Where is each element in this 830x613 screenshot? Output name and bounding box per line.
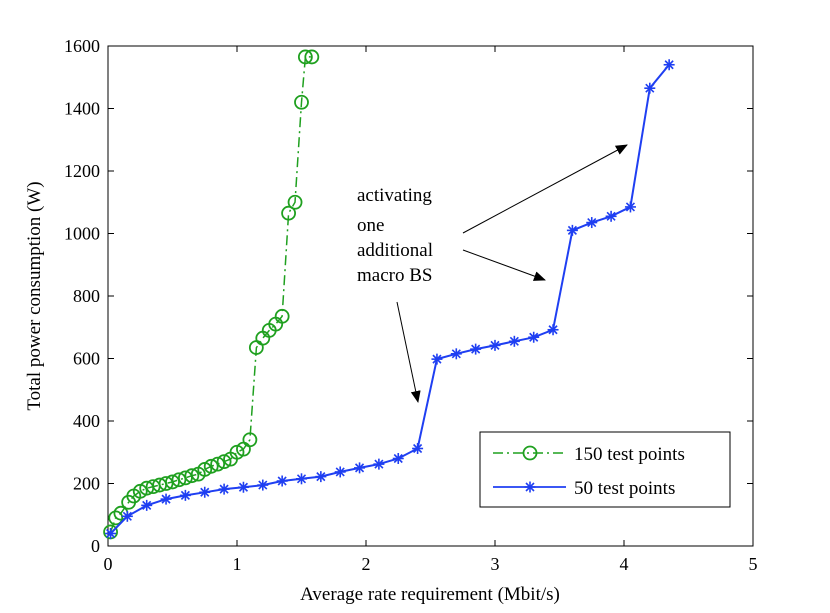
legend-label-50: 50 test points — [574, 478, 675, 499]
data-point — [489, 339, 501, 351]
legend-box — [479, 431, 731, 508]
data-point — [210, 456, 226, 472]
data-point — [237, 481, 249, 493]
x-tick-label: 3 — [491, 554, 500, 574]
data-point — [218, 483, 230, 495]
series-green — [103, 49, 320, 540]
data-point — [663, 59, 675, 71]
data-point — [605, 210, 617, 222]
data-point — [216, 454, 232, 470]
annotation-line-3: additional — [357, 240, 433, 261]
data-point — [281, 205, 297, 221]
legend-marker-150 — [522, 445, 538, 461]
legend-star-shape — [524, 481, 536, 493]
data-point — [297, 49, 313, 65]
data-point — [508, 335, 520, 347]
annotation-line-1: activating — [357, 185, 432, 206]
data-point — [644, 82, 656, 94]
x-tick-label: 0 — [104, 554, 113, 574]
data-point — [165, 474, 180, 490]
annotation-arrow-lower — [396, 301, 421, 403]
data-point — [354, 462, 366, 474]
data-point — [276, 475, 288, 487]
data-point — [470, 343, 482, 355]
data-point — [412, 443, 424, 454]
y-tick-label: 600 — [73, 349, 100, 369]
annotation-arrow-middle — [462, 249, 546, 281]
axis-ticks — [107, 45, 754, 547]
data-point — [274, 308, 290, 324]
y-tick-label: 1200 — [64, 161, 100, 181]
data-point — [287, 194, 303, 210]
legend-label-150: 150 test points — [574, 444, 685, 465]
data-point — [199, 486, 211, 498]
data-point — [304, 49, 320, 65]
series-layer — [103, 49, 675, 540]
y-tick-label: 1600 — [64, 36, 100, 56]
data-point — [108, 510, 124, 526]
data-point — [586, 217, 598, 229]
x-tick-label: 2 — [362, 554, 371, 574]
y-tick-label: 200 — [73, 474, 100, 494]
y-tick-label: 400 — [73, 411, 100, 431]
data-point — [315, 471, 327, 483]
data-point — [566, 224, 578, 236]
y-tick-label: 1000 — [64, 224, 100, 244]
data-point — [203, 458, 219, 474]
axis-tick-labels: 0 1 2 3 4 5 0 200 400 600 800 1000 1200 1400 1600 — [64, 36, 758, 574]
y-tick-label: 800 — [73, 286, 100, 306]
x-tick-label: 1 — [233, 554, 242, 574]
data-point — [105, 528, 117, 539]
annotation: activating one additional macro BS — [357, 144, 628, 403]
annotation-arrow-upper — [462, 144, 628, 234]
x-tick-label: 4 — [620, 554, 629, 574]
data-point — [373, 458, 385, 470]
data-point — [257, 479, 269, 491]
data-point — [177, 470, 193, 486]
data-point — [450, 348, 462, 360]
data-point — [179, 489, 191, 501]
series-blue — [105, 59, 675, 539]
y-tick-label: 1400 — [64, 99, 100, 119]
data-point — [158, 476, 174, 491]
data-point — [160, 493, 172, 505]
data-point — [296, 473, 307, 485]
data-point — [242, 432, 258, 448]
data-point — [141, 499, 153, 511]
data-point — [431, 353, 443, 365]
annotation-line-2: one — [357, 215, 384, 236]
data-point — [392, 453, 404, 464]
data-point — [334, 466, 346, 478]
data-point — [528, 331, 540, 343]
legend: 150 test points 50 test points — [479, 431, 731, 508]
data-point — [294, 94, 309, 110]
x-tick-label: 5 — [749, 554, 758, 574]
data-point — [624, 201, 636, 213]
y-axis-label: Total power consumption (W) — [24, 181, 45, 410]
y-tick-label: 0 — [91, 536, 100, 556]
data-point — [121, 510, 133, 522]
legend-marker-50 — [524, 481, 536, 493]
data-point — [171, 472, 187, 488]
annotation-line-4: macro BS — [357, 265, 432, 286]
data-point — [184, 468, 200, 484]
data-point — [547, 324, 559, 336]
x-axis-label: Average rate requirement (Mbit/s) — [300, 584, 560, 605]
